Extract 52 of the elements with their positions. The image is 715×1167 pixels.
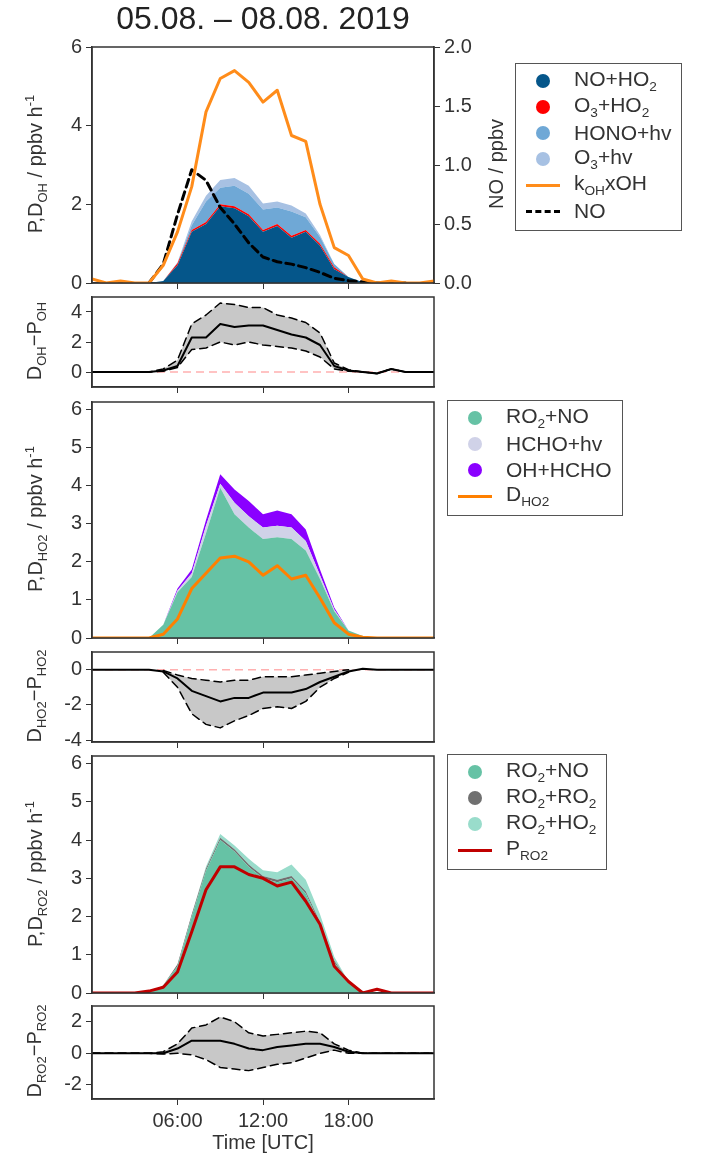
chart-title: 05.08. – 08.08. 2019: [116, 0, 410, 36]
y-tick-label: 3: [70, 511, 82, 534]
y-tick-label: 2: [70, 329, 82, 352]
y2-tick-label: 1.5: [444, 93, 472, 116]
x-tick-label: 12:00: [237, 1108, 289, 1131]
y-tick-label: 0: [70, 625, 82, 648]
y2-tick-label: 0.0: [444, 270, 472, 293]
legend-label: k$_{OH}$xOH: [574, 171, 647, 199]
y-tick-label: 2: [70, 191, 82, 214]
y-tick-label: 4: [70, 473, 82, 496]
legend-label: RO$_{2}$+RO$_{2}$: [506, 784, 597, 812]
y-tick-label: 2: [70, 549, 82, 572]
y-tick-label: 5: [70, 435, 82, 458]
legend-label: NO+HO$_{2}$: [574, 67, 657, 95]
legend-label: D$_{HO2}$: [506, 482, 550, 510]
legend-label: HCHO+hv: [506, 432, 603, 456]
legend-label: HONO+hv: [574, 121, 672, 145]
y-tick-label: 1: [70, 587, 82, 610]
y2-tick-label: 1.0: [444, 152, 472, 175]
y-tick-label: 0: [70, 980, 82, 1003]
y-tick-label: 1: [70, 942, 82, 965]
y-tick-label: 4: [70, 113, 82, 136]
y-tick-label: 3: [70, 865, 82, 888]
legend-label: NO: [574, 199, 606, 223]
y2-tick-label: 0.5: [444, 211, 472, 234]
y-tick-label: 0: [70, 359, 82, 382]
x-tick-label: 18:00: [323, 1108, 374, 1131]
y2-tick-label: 2.0: [444, 34, 472, 57]
y-tick-label: 0: [70, 657, 82, 680]
y-tick-label: 6: [70, 397, 82, 420]
legend-label: O$_{3}$+HO$_{2}$: [574, 93, 650, 121]
legend-label: RO$_{2}$+NO: [506, 758, 589, 786]
y-tick-label: -2: [64, 692, 82, 715]
y-tick-label: 0: [70, 270, 82, 293]
legend-label: RO$_{2}$+NO: [506, 404, 589, 432]
y-tick-label: 6: [70, 751, 82, 774]
y-tick-label: 4: [70, 827, 82, 850]
y-tick-label: -4: [64, 727, 82, 750]
y-tick-label: 6: [70, 34, 82, 57]
legend-label: O$_{3}$+hv: [574, 145, 633, 173]
y-tick-label: -2: [64, 1072, 82, 1095]
y-tick-label: 2: [70, 904, 82, 927]
y-tick-label: 5: [70, 789, 82, 812]
legend-label: OH+HCHO: [506, 458, 612, 482]
y2-axis-title: NO / ppbv: [484, 118, 508, 210]
y-tick-label: 2: [70, 1009, 82, 1032]
y-tick-label: 0: [70, 1040, 82, 1063]
y-tick-label: 4: [70, 299, 82, 322]
x-axis-title: Time [UTC]: [212, 1131, 314, 1154]
x-tick-label: 06:00: [152, 1108, 203, 1131]
legend-label: P$_{RO2}$: [506, 836, 549, 864]
legend-label: RO$_{2}$+HO$_{2}$: [506, 810, 597, 838]
